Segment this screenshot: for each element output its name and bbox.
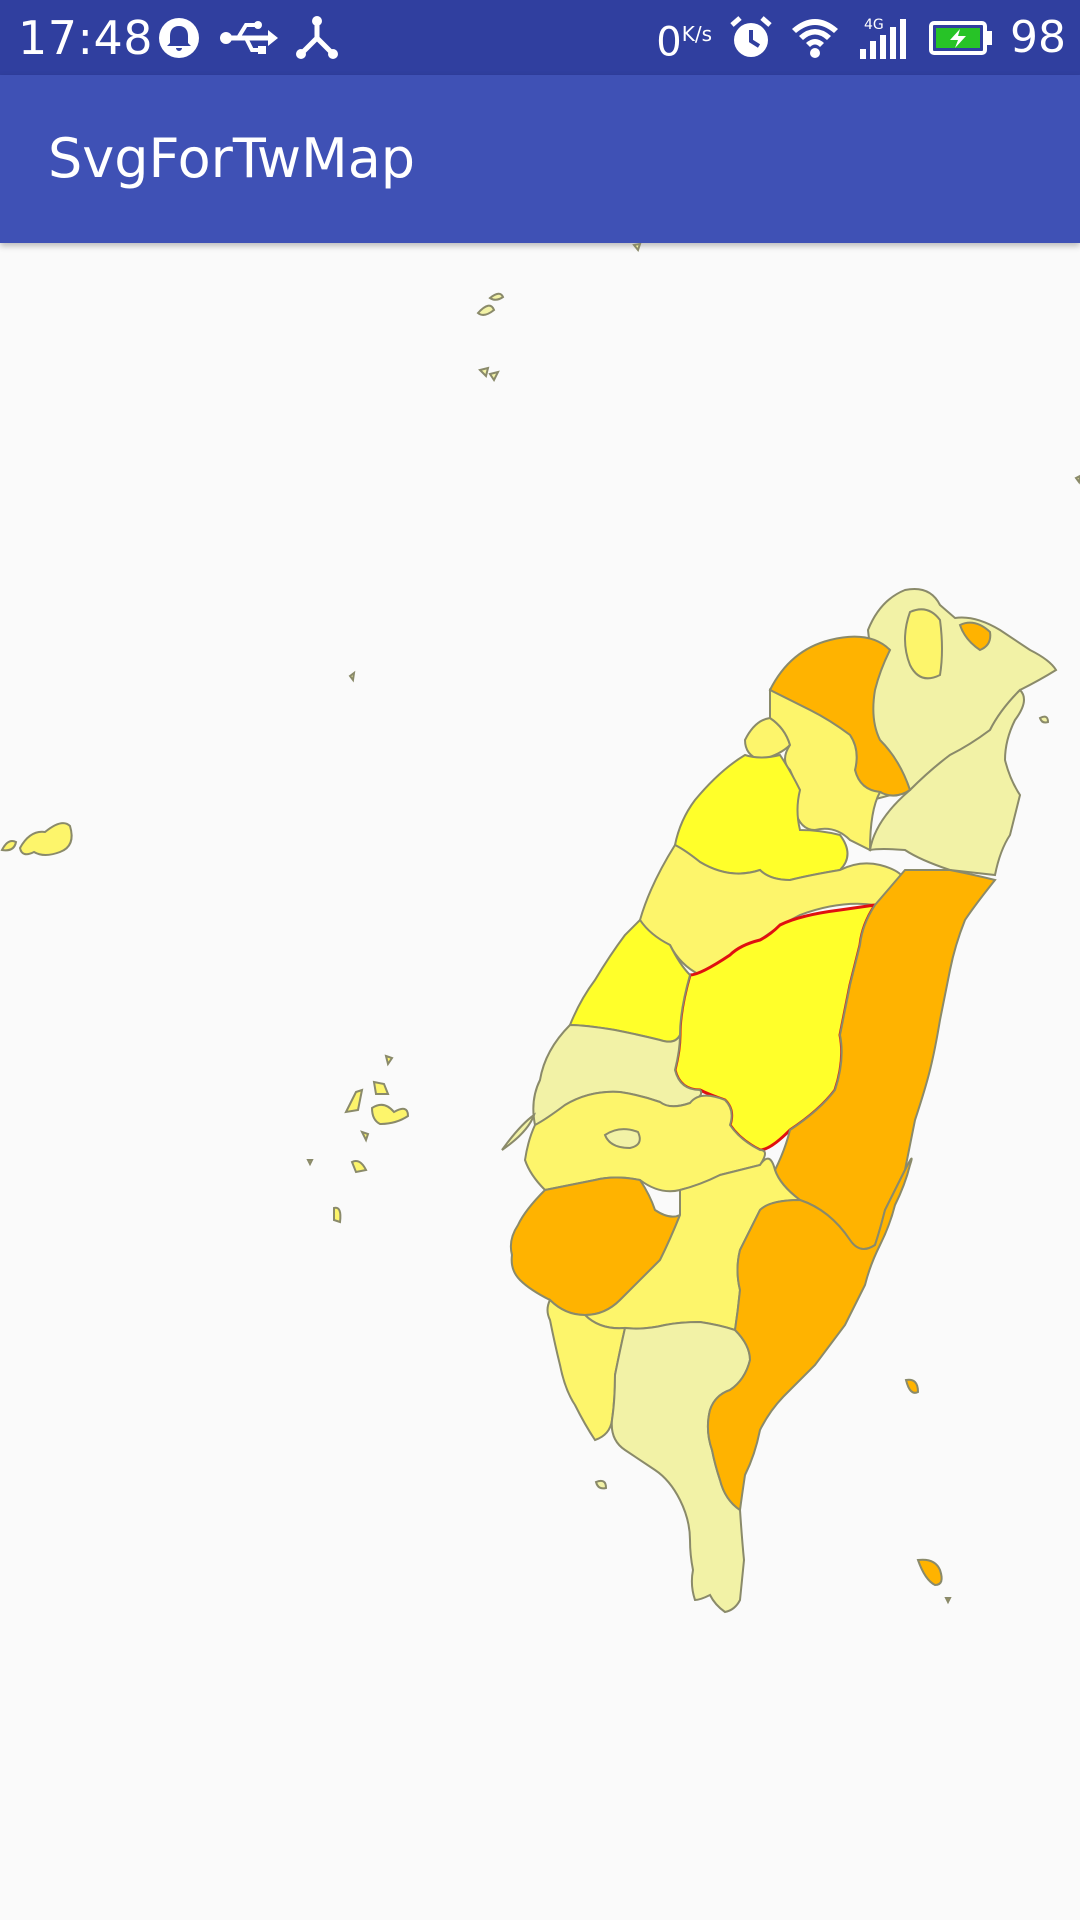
svg-text:4G: 4G <box>864 17 884 33</box>
debug-bridge-icon <box>296 16 338 59</box>
battery-percent: 98 <box>1010 12 1066 63</box>
island-matsu-2[interactable] <box>488 292 505 301</box>
usb-icon <box>220 21 278 54</box>
status-time: 17:48 <box>18 11 154 65</box>
notification-bell-icon <box>159 18 199 58</box>
region-kaohsiung-coast[interactable] <box>546 1298 627 1442</box>
app-title: SvgForTwMap <box>48 127 416 190</box>
status-bar: 17:48 0K/s <box>0 0 1080 75</box>
signal-icon: 4G <box>860 17 906 59</box>
island-orchid[interactable] <box>916 1558 943 1587</box>
wifi-icon <box>792 19 838 58</box>
region-keelung[interactable] <box>958 621 992 652</box>
island-top[interactable] <box>632 243 642 253</box>
island-matsu-3[interactable] <box>478 366 490 378</box>
island-small-east[interactable] <box>944 1597 952 1605</box>
island-lieyu[interactable] <box>0 840 18 852</box>
island-matsu-1[interactable] <box>476 304 496 316</box>
island-far-east[interactable] <box>1074 474 1080 485</box>
island-penghu-8[interactable] <box>306 1159 314 1167</box>
island-kinmen[interactable] <box>18 822 73 856</box>
taiwan-map[interactable] <box>0 243 1080 1920</box>
island-penghu-4[interactable] <box>384 1054 394 1067</box>
island-penghu-6[interactable] <box>333 1206 342 1224</box>
region-taipei[interactable] <box>904 608 943 680</box>
island-small-1[interactable] <box>348 670 356 683</box>
island-penghu-2[interactable] <box>372 1080 390 1095</box>
network-speed: 0K/s <box>656 19 712 66</box>
island-penghu-1[interactable] <box>370 1103 410 1126</box>
sandbar-west[interactable] <box>501 1112 537 1151</box>
island-matsu-4[interactable] <box>488 370 500 382</box>
island-green[interactable] <box>904 1378 920 1394</box>
island-penghu-5[interactable] <box>350 1160 368 1174</box>
status-left-icons <box>156 14 340 62</box>
app-bar: SvgForTwMap <box>0 75 1080 243</box>
island-east-small[interactable] <box>1038 715 1050 724</box>
island-penghu-7[interactable] <box>360 1130 370 1143</box>
battery-charging-icon <box>929 21 992 55</box>
region-taitung[interactable] <box>706 1157 913 1512</box>
status-right-icons: 0K/s 4G 98 <box>656 10 1066 66</box>
region-yilan[interactable] <box>868 688 1025 877</box>
island-penghu-3[interactable] <box>344 1088 364 1114</box>
region-chiayi-city[interactable] <box>603 1128 641 1150</box>
alarm-icon <box>730 16 772 57</box>
island-liuqiu[interactable] <box>594 1479 608 1490</box>
